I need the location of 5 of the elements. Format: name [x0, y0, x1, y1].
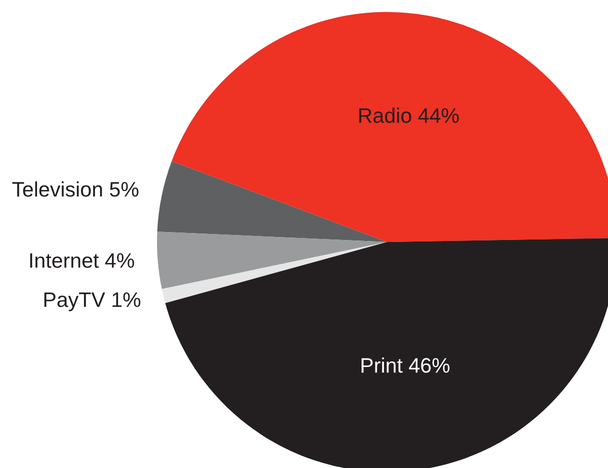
slice-label: Television 5% — [12, 181, 138, 197]
slice-label: Print 46% — [362, 357, 450, 373]
slice-label: PayTV 1% — [44, 292, 140, 312]
slice-label: Internet 4% — [30, 253, 134, 268]
slice-label: Radio 44% — [359, 108, 459, 123]
